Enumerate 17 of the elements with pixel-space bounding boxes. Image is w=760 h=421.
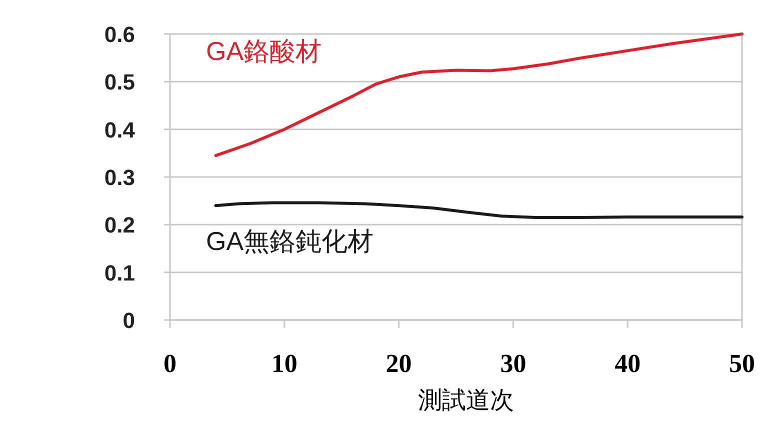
- y-tick-label: 0.3: [104, 165, 135, 190]
- y-tick-label: 0.1: [104, 260, 135, 286]
- x-tick-label: 20: [386, 349, 412, 378]
- line-series: [214, 201, 744, 220]
- y-tick-label: 0.4: [104, 117, 136, 142]
- y-tick-label: 0.5: [104, 70, 135, 95]
- x-tick-label: 40: [614, 349, 641, 378]
- y-tick-label: 0.2: [104, 212, 135, 238]
- x-tick-label: 10: [271, 349, 298, 378]
- x-axis-title: 測試道次: [418, 386, 514, 414]
- series-label: GA無鉻鈍化材: [206, 226, 374, 256]
- x-tick-label: 50: [729, 349, 755, 378]
- x-tick-label: 30: [500, 349, 526, 378]
- y-tick-label: 0.6: [104, 22, 135, 47]
- series-label: GA鉻酸材: [206, 36, 322, 66]
- y-tick-label: 0: [122, 308, 135, 333]
- x-tick-label: 0: [164, 349, 176, 378]
